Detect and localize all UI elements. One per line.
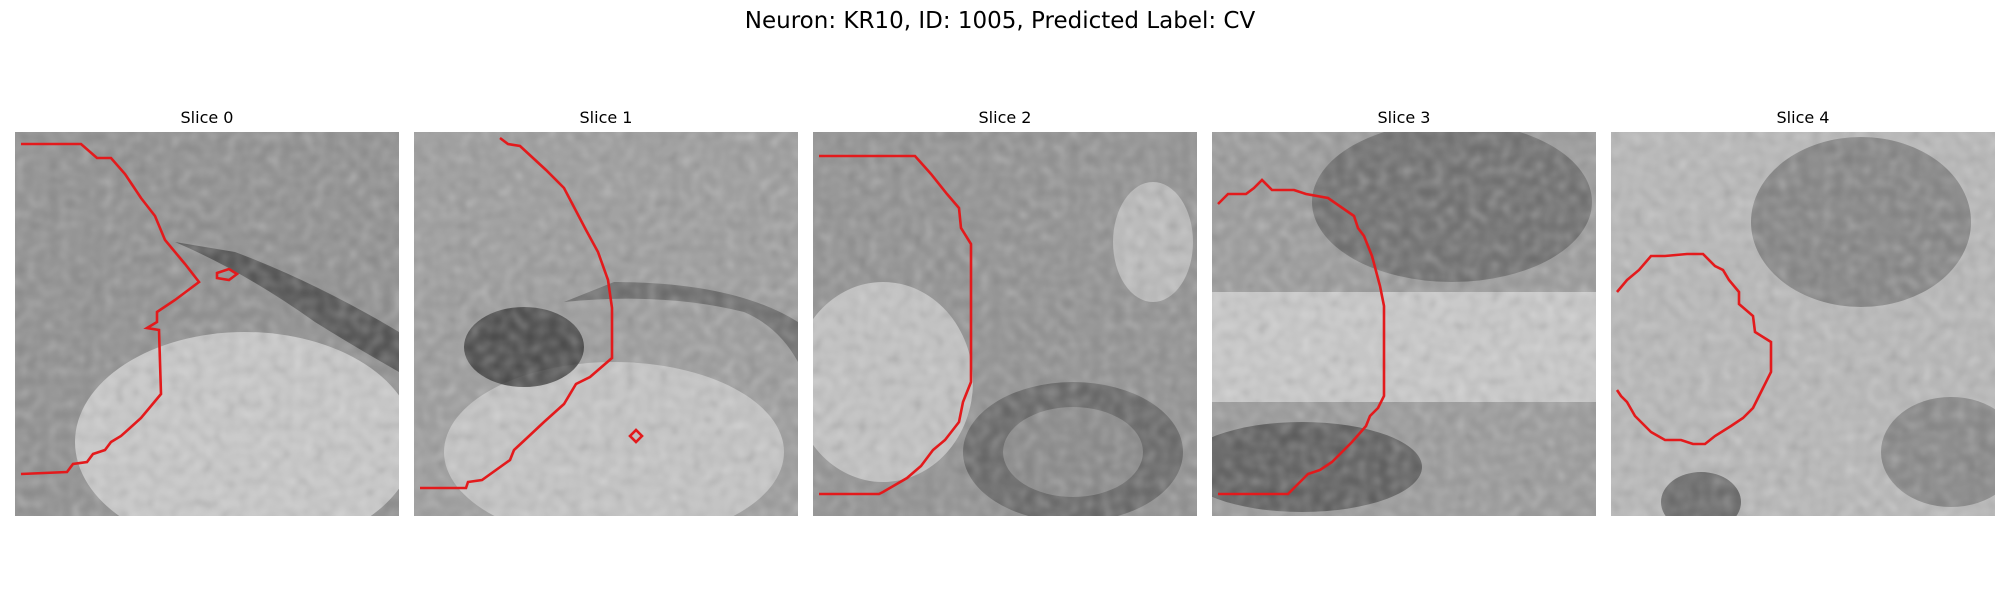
contour-blob bbox=[628, 428, 644, 444]
texture-overlay bbox=[1611, 132, 1995, 516]
contour-line bbox=[20, 142, 201, 476]
contour-line bbox=[1217, 178, 1386, 496]
slice-image-0 bbox=[15, 132, 399, 516]
panel-slice-2: Slice 2 bbox=[813, 108, 1197, 516]
texture-overlay bbox=[414, 132, 798, 516]
slice-image-2 bbox=[813, 132, 1197, 516]
contour-line bbox=[819, 154, 973, 496]
texture-overlay bbox=[1212, 132, 1596, 516]
contour-line bbox=[1615, 252, 1773, 446]
texture-overlay bbox=[15, 132, 399, 516]
panel-title: Slice 2 bbox=[978, 108, 1032, 127]
panel-title: Slice 4 bbox=[1776, 108, 1830, 127]
contour-blob bbox=[215, 267, 240, 282]
contour-line bbox=[420, 136, 614, 490]
panel-slice-3: Slice 3 bbox=[1212, 108, 1596, 516]
panel-title: Slice 0 bbox=[180, 108, 234, 127]
panel-slice-4: Slice 4 bbox=[1611, 108, 1995, 516]
panel-title: Slice 3 bbox=[1377, 108, 1431, 127]
slice-image-4 bbox=[1611, 132, 1995, 516]
figure-title: Neuron: KR10, ID: 1005, Predicted Label:… bbox=[744, 8, 1256, 34]
slice-image-1 bbox=[414, 132, 798, 516]
texture-overlay bbox=[813, 132, 1197, 516]
panel-title: Slice 1 bbox=[579, 108, 633, 127]
slice-image-3 bbox=[1212, 132, 1596, 516]
panel-slice-0: Slice 0 bbox=[15, 108, 399, 516]
panel-slice-1: Slice 1 bbox=[414, 108, 798, 516]
